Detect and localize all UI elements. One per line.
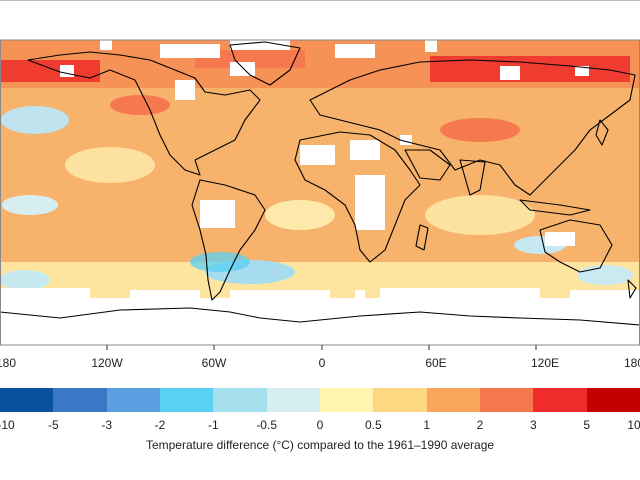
color-scale-label: 10: [627, 418, 640, 432]
color-scale-label: -10: [0, 418, 15, 432]
hot-patch-asia: [440, 118, 520, 142]
mild-patch-tropics-1: [65, 147, 155, 183]
lon-label-60e: 60E: [425, 356, 447, 370]
no-data-cell: [575, 66, 589, 76]
eurasia-coast: [309, 59, 636, 196]
hot-arctic-west: [0, 60, 100, 82]
color-scale-label: 0: [316, 418, 324, 432]
no-data-cell: [500, 66, 520, 80]
color-swatch: [106, 388, 160, 412]
color-scale-label: -5: [47, 418, 59, 432]
color-scale-label: -3: [101, 418, 112, 432]
color-swatch: [213, 388, 267, 412]
lon-label-0: 0: [318, 356, 326, 370]
new-zealand-coast: [627, 279, 637, 299]
cool-patch-east-pacific: [2, 195, 58, 215]
no-data-edge: [130, 290, 200, 300]
color-swatch: [319, 388, 374, 412]
color-scale-label: 3: [529, 418, 537, 432]
coastlines: [0, 41, 640, 326]
mild-patch-tropics-3: [265, 200, 335, 230]
hot-patch-n-america: [110, 95, 170, 115]
color-swatch: [426, 388, 480, 412]
no-data-cell: [160, 44, 220, 58]
north-america-coast: [27, 51, 261, 176]
no-data-edge: [0, 288, 90, 300]
cool-patch-west: [0, 270, 50, 290]
color-scale-label: 5: [583, 418, 590, 432]
no-data-cell: [100, 40, 112, 50]
no-data-cell: [545, 232, 575, 246]
indonesia-coast: [519, 199, 591, 216]
south-america-coast: [191, 179, 266, 301]
hot-arctic-greenland: [195, 50, 305, 68]
lon-label-60w: 60W: [201, 356, 227, 370]
legend-caption: Temperature difference (°C) compared to …: [145, 438, 495, 452]
no-data-cell: [355, 290, 365, 300]
mild-patch-tropics-2: [425, 195, 535, 235]
no-data-cell: [335, 44, 375, 58]
color-scale-bar: [0, 388, 640, 412]
cool-patch-north-pacific: [1, 106, 69, 134]
australia-coast: [539, 219, 613, 273]
color-swatch: [266, 388, 320, 412]
cool-patch-east: [577, 265, 633, 285]
color-scale-label: -1: [207, 418, 219, 432]
color-swatch: [0, 388, 54, 412]
lon-label-120w: 120W: [91, 356, 123, 370]
color-swatch: [586, 388, 640, 412]
no-data-cell: [230, 62, 255, 76]
arabia-coast: [404, 149, 451, 181]
lon-label-180e: 180: [623, 356, 640, 370]
madagascar-coast: [415, 224, 429, 251]
no-data-cell: [350, 140, 380, 160]
india-coast: [459, 159, 486, 196]
color-scale-label: 1: [423, 418, 430, 432]
color-scale-label: 2: [476, 418, 484, 432]
no-data-edge: [570, 290, 640, 300]
top-border: [0, 0, 640, 1]
cool-patch-south-atlantic: [190, 252, 250, 272]
africa-coast: [294, 131, 421, 263]
antarctic-band: [0, 298, 640, 345]
no-data-cell: [355, 175, 385, 230]
no-data-edge: [230, 290, 330, 300]
color-scale-label: -0.5: [256, 418, 277, 432]
no-data-cell: [200, 200, 235, 228]
no-data-cell: [175, 80, 195, 100]
lon-label-120e: 120E: [530, 356, 560, 370]
color-swatch: [159, 388, 214, 412]
lon-label-180w: 180: [0, 356, 17, 370]
no-data-edge: [380, 288, 540, 300]
color-scale-label: -2: [154, 418, 166, 432]
color-swatch: [373, 388, 427, 412]
no-data-cell: [60, 65, 74, 77]
axis-ticks: [106, 345, 537, 350]
color-swatch: [533, 388, 587, 412]
no-data-cell: [230, 40, 290, 50]
color-swatch: [479, 388, 534, 412]
no-data-cell: [400, 135, 412, 145]
no-data-cell: [300, 145, 335, 165]
color-scale-label: 0.5: [364, 418, 382, 432]
antarctica-coast: [0, 307, 640, 326]
japan-coast: [595, 119, 609, 146]
color-swatch: [53, 388, 107, 412]
no-data-cell: [425, 40, 437, 52]
greenland-coast: [229, 41, 301, 86]
